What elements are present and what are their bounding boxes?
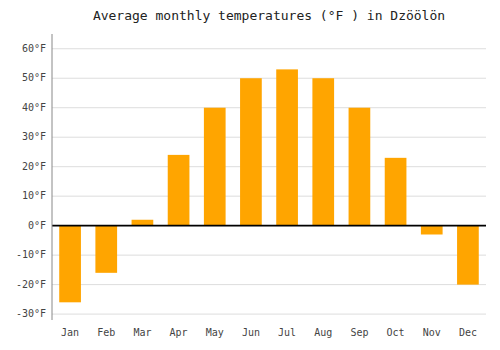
- x-tick-label: Jan: [61, 327, 79, 338]
- y-tick-label: 10°F: [22, 190, 46, 201]
- x-tick-label: Mar: [133, 327, 151, 338]
- title: Average monthly temperatures (°F ) in Dz…: [93, 8, 445, 23]
- y-axis-line: [52, 34, 53, 320]
- y-tick-label: -10°F: [16, 249, 46, 260]
- grid-line: [52, 314, 486, 315]
- x-tick-label: May: [206, 327, 224, 338]
- bar: [349, 108, 371, 226]
- y-tick-label: 0°F: [28, 220, 46, 231]
- bar: [312, 78, 334, 225]
- chart: Average monthly temperatures (°F ) in Dz…: [0, 0, 500, 350]
- bar: [457, 226, 479, 285]
- x-tick-label: Nov: [423, 327, 441, 338]
- background: [0, 0, 500, 350]
- x-tick-label: Feb: [97, 327, 115, 338]
- bar: [240, 78, 262, 225]
- y-tick-label: 30°F: [22, 131, 46, 142]
- bar: [385, 158, 407, 226]
- grid-line: [52, 107, 486, 108]
- bar: [95, 226, 117, 273]
- y-tick-label: -30°F: [16, 308, 46, 319]
- y-tick-label: -20°F: [16, 279, 46, 290]
- x-tick-label: Oct: [387, 327, 405, 338]
- grid-line: [52, 196, 486, 197]
- x-tick-label: Sep: [350, 327, 368, 338]
- y-tick-label: 50°F: [22, 72, 46, 83]
- zero-line: [52, 225, 486, 227]
- grid-line: [52, 166, 486, 167]
- grid-line: [52, 225, 486, 226]
- bar: [276, 69, 298, 225]
- grid-line: [52, 48, 486, 49]
- bar: [168, 155, 190, 226]
- bar: [421, 226, 443, 235]
- x-tick-label: Dec: [459, 327, 477, 338]
- chart-container: Average monthly temperatures (°F ) in Dz…: [0, 0, 500, 350]
- x-tick-label: Apr: [170, 327, 188, 338]
- bar: [204, 108, 226, 226]
- bar: [59, 226, 81, 303]
- grid-line: [52, 78, 486, 79]
- bars: [59, 69, 479, 302]
- x-tick-label: Jun: [242, 327, 260, 338]
- grid: [52, 49, 486, 314]
- x-tick-label: Aug: [314, 327, 332, 338]
- x-tick-label: Jul: [278, 327, 296, 338]
- grid-line: [52, 137, 486, 138]
- y-tick-label: 20°F: [22, 161, 46, 172]
- y-tick-label: 60°F: [22, 43, 46, 54]
- grid-line: [52, 284, 486, 285]
- y-tick-label: 40°F: [22, 102, 46, 113]
